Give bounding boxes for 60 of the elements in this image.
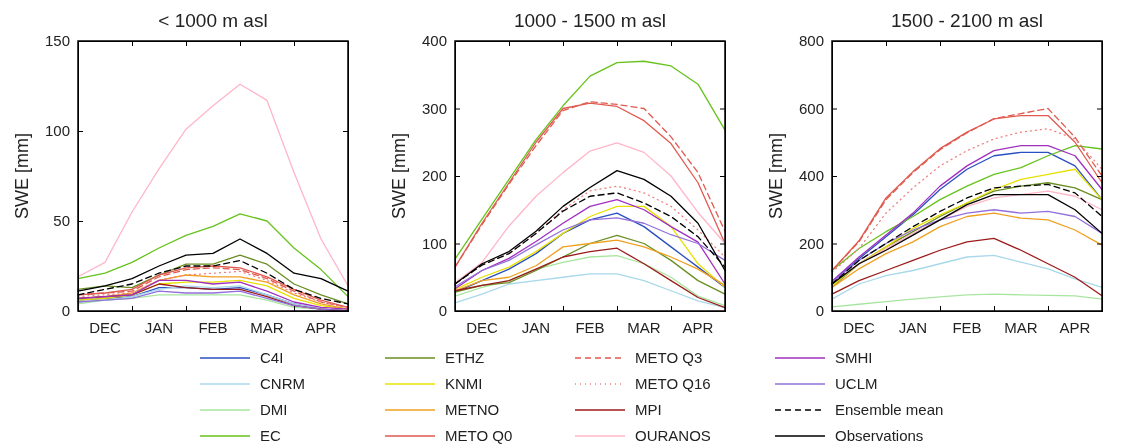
y-tick-label: 200 (421, 167, 447, 185)
x-tick-label: FEB (952, 319, 982, 336)
legend-label: KNMI (445, 375, 483, 392)
x-tick-label: FEB (575, 319, 605, 336)
y-tick-label: 50 (53, 212, 70, 230)
x-tick-label: APR (1059, 319, 1091, 336)
legend-label: CNRM (260, 375, 305, 392)
legend-label: UCLM (835, 375, 878, 392)
x-tick-label: MAR (250, 319, 284, 336)
chart-title: 1000 - 1500 m asl (513, 10, 667, 31)
line-series (77, 83, 349, 287)
legend-label: OURANOS (635, 427, 711, 444)
line-series (454, 273, 726, 309)
legend-label: METO Q16 (635, 375, 711, 392)
y-tick-label: 600 (798, 99, 824, 117)
chart-title: < 1000 m asl (158, 10, 268, 31)
legend-label: C4I (260, 349, 284, 366)
legend-label: METNO (445, 401, 500, 418)
y-tick-label: 150 (44, 32, 70, 50)
legend-label: ETHZ (445, 349, 485, 366)
x-tick-label: MAR (1004, 319, 1038, 336)
legend-label: METO Q3 (635, 349, 703, 366)
line-series (831, 254, 1103, 300)
line-series (454, 142, 726, 284)
x-tick-label: APR (682, 319, 714, 336)
legend-label: Ensemble mean (835, 401, 944, 418)
x-tick-label: MAR (627, 319, 661, 336)
y-tick-label: 800 (798, 32, 824, 50)
y-tick-label: 0 (815, 302, 824, 320)
x-tick-label: JAN (521, 319, 551, 336)
x-tick-label: FEB (198, 319, 228, 336)
x-tick-label: DEC (466, 319, 498, 336)
y-axis-title: SWE [mm] (389, 133, 409, 219)
legend-label: METO Q0 (445, 427, 513, 444)
y-tick-label: 200 (798, 234, 824, 252)
y-tick-label: 100 (44, 122, 70, 140)
y-tick-label: 400 (421, 32, 447, 50)
legend-label: Observations (835, 427, 924, 444)
x-tick-label: DEC (89, 319, 121, 336)
x-tick-label: JAN (898, 319, 928, 336)
legend-label: SMHI (835, 349, 873, 366)
x-tick-label: JAN (144, 319, 174, 336)
y-tick-label: 400 (798, 167, 824, 185)
line-series (77, 213, 349, 298)
y-axis-title: SWE [mm] (766, 133, 786, 219)
y-tick-label: 300 (421, 99, 447, 117)
y-axis-title: SWE [mm] (12, 133, 32, 219)
line-series (454, 60, 726, 260)
y-tick-label: 0 (438, 302, 447, 320)
legend-label: MPI (635, 401, 662, 418)
y-tick-label: 100 (421, 234, 447, 252)
x-tick-label: APR (305, 319, 337, 336)
chart-title: 1500 - 2100 m asl (890, 10, 1044, 31)
x-tick-label: DEC (843, 319, 875, 336)
legend-label: DMI (260, 401, 288, 418)
y-tick-label: 0 (61, 302, 70, 320)
line-series (454, 247, 726, 309)
line-series (831, 237, 1103, 297)
legend-label: EC (260, 427, 281, 444)
line-series (831, 293, 1103, 308)
